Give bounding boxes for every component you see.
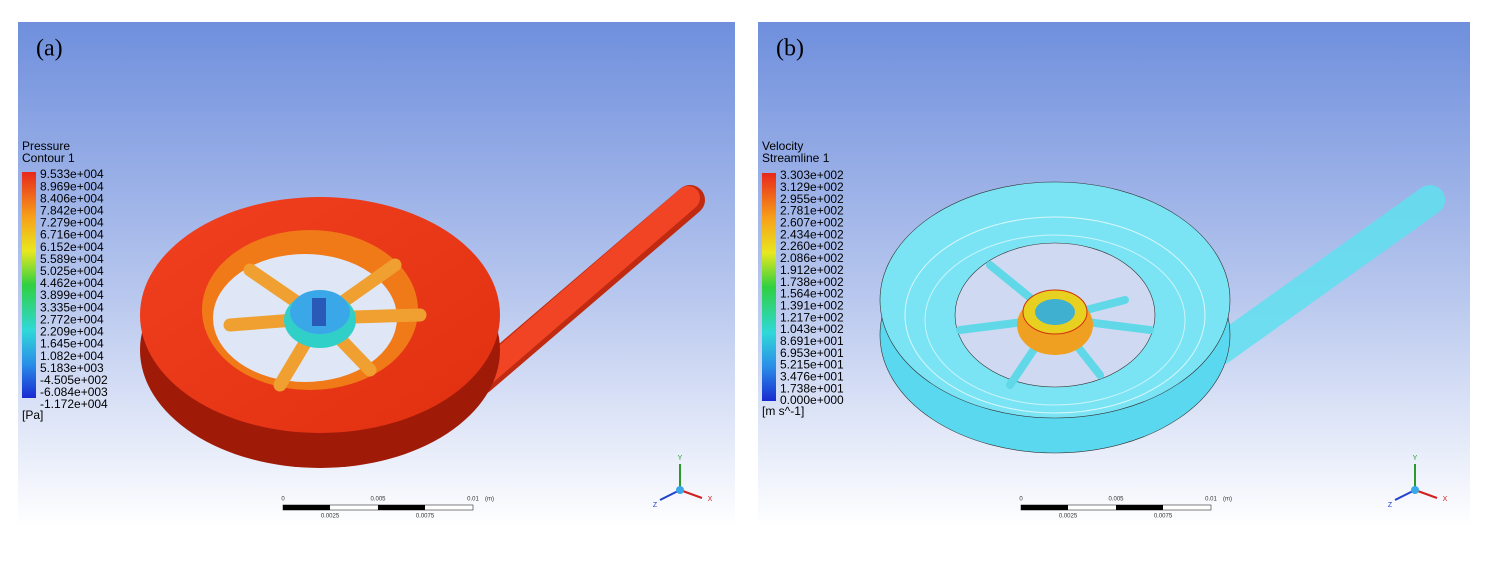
- legend-tick-label: 1.738e+001: [780, 381, 844, 395]
- axis-triad: [659, 464, 703, 501]
- outlet-pipe: [1205, 185, 1445, 365]
- legend-tick-label: -4.505e+002: [40, 373, 108, 387]
- hub-core: [312, 298, 326, 326]
- panel-label: (b): [776, 36, 804, 62]
- legend-tick-label: 1.564e+002: [780, 287, 844, 301]
- color-bar: [762, 173, 776, 401]
- scale-label: 0.01: [1205, 497, 1217, 503]
- color-bar: [22, 172, 36, 398]
- legend-tick-label: 6.152e+004: [40, 240, 104, 254]
- legend-tick-label: 4.462e+004: [40, 276, 104, 290]
- legend-tick-label: 3.303e+002: [780, 168, 844, 182]
- axis-label: Z: [1388, 502, 1393, 509]
- legend-tick-label: 1.391e+002: [780, 298, 844, 312]
- axis-label: Y: [678, 455, 683, 462]
- legend-tick-label: 8.969e+004: [40, 179, 104, 193]
- legend-title: Velocity: [762, 139, 803, 153]
- scale-label: 0.005: [370, 497, 386, 503]
- legend-tick-label: 2.260e+002: [780, 239, 844, 253]
- legend-unit: [m s^-1]: [762, 404, 804, 418]
- legend-tick-label: 2.607e+002: [780, 216, 844, 230]
- axis-label: X: [1443, 496, 1448, 503]
- legend-tick-label: 6.716e+004: [40, 228, 104, 242]
- scale-bar: [282, 504, 474, 511]
- legend-tick-label: 2.086e+002: [780, 251, 844, 265]
- legend-unit: [Pa]: [22, 408, 43, 422]
- legend-tick-label: 3.476e+001: [780, 369, 844, 383]
- scale-label: 0.0025: [321, 514, 340, 520]
- scale-label: 0.0075: [1154, 514, 1173, 520]
- scale-label: 0.005: [1108, 497, 1124, 503]
- legend-tick-label: -1.172e+004: [40, 397, 108, 411]
- legend-tick-label: 5.025e+004: [40, 264, 104, 278]
- legend-tick-label: 3.899e+004: [40, 288, 104, 302]
- axis-label: Z: [653, 502, 658, 509]
- legend-tick-label: 5.215e+001: [780, 358, 844, 372]
- legend-tick-label: 2.434e+002: [780, 227, 844, 241]
- scale-label: 0: [1019, 497, 1023, 503]
- legend-tick-label: 9.533e+004: [40, 167, 104, 181]
- legend-tick-label: 8.406e+004: [40, 191, 104, 205]
- legend-tick-label: 3.335e+004: [40, 300, 104, 314]
- legend-tick-label: 7.842e+004: [40, 203, 104, 217]
- panel-label: (a): [36, 36, 63, 62]
- axis-label: X: [708, 496, 713, 503]
- scale-label: 0.0025: [1059, 514, 1078, 520]
- legend-title: Pressure: [22, 139, 70, 153]
- panel-a: [18, 22, 735, 527]
- legend-tick-label: 1.082e+004: [40, 349, 104, 363]
- legend-tick-label: 2.955e+002: [780, 192, 844, 206]
- legend-tick-label: 1.043e+002: [780, 322, 844, 336]
- axis-triad: [1394, 464, 1438, 501]
- panel-b: [758, 22, 1470, 527]
- legend-subtitle: Streamline 1: [762, 151, 830, 165]
- legend-tick-label: 5.183e+003: [40, 361, 104, 375]
- legend-tick-label: 2.209e+004: [40, 325, 104, 339]
- scale-label: (m): [1223, 497, 1232, 503]
- legend-tick-label: 2.772e+004: [40, 312, 104, 326]
- legend-tick-label: 7.279e+004: [40, 216, 104, 230]
- axis-label: Y: [1413, 455, 1418, 462]
- legend-subtitle: Contour 1: [22, 151, 75, 165]
- legend-tick-label: 6.953e+001: [780, 346, 844, 360]
- legend-tick-label: 3.129e+002: [780, 180, 844, 194]
- legend-tick-label: 8.691e+001: [780, 334, 844, 348]
- legend-tick-label: -6.084e+003: [40, 385, 108, 399]
- legend-tick-label: 1.738e+002: [780, 275, 844, 289]
- scale-label: 0.01: [467, 497, 479, 503]
- scale-bar: [1020, 504, 1212, 511]
- outlet-pipe-face: [468, 186, 700, 390]
- scale-label: 0.0075: [416, 514, 435, 520]
- legend-tick-label: 1.912e+002: [780, 263, 844, 277]
- hub-core: [1035, 299, 1075, 325]
- scale-label: 0: [281, 497, 285, 503]
- scale-label: (m): [485, 497, 494, 503]
- legend-tick-label: 1.645e+004: [40, 337, 104, 351]
- legend-tick-label: 0.000e+000: [780, 393, 844, 407]
- legend-tick-label: 2.781e+002: [780, 204, 844, 218]
- legend-tick-label: 1.217e+002: [780, 310, 844, 324]
- legend-tick-label: 5.589e+004: [40, 252, 104, 266]
